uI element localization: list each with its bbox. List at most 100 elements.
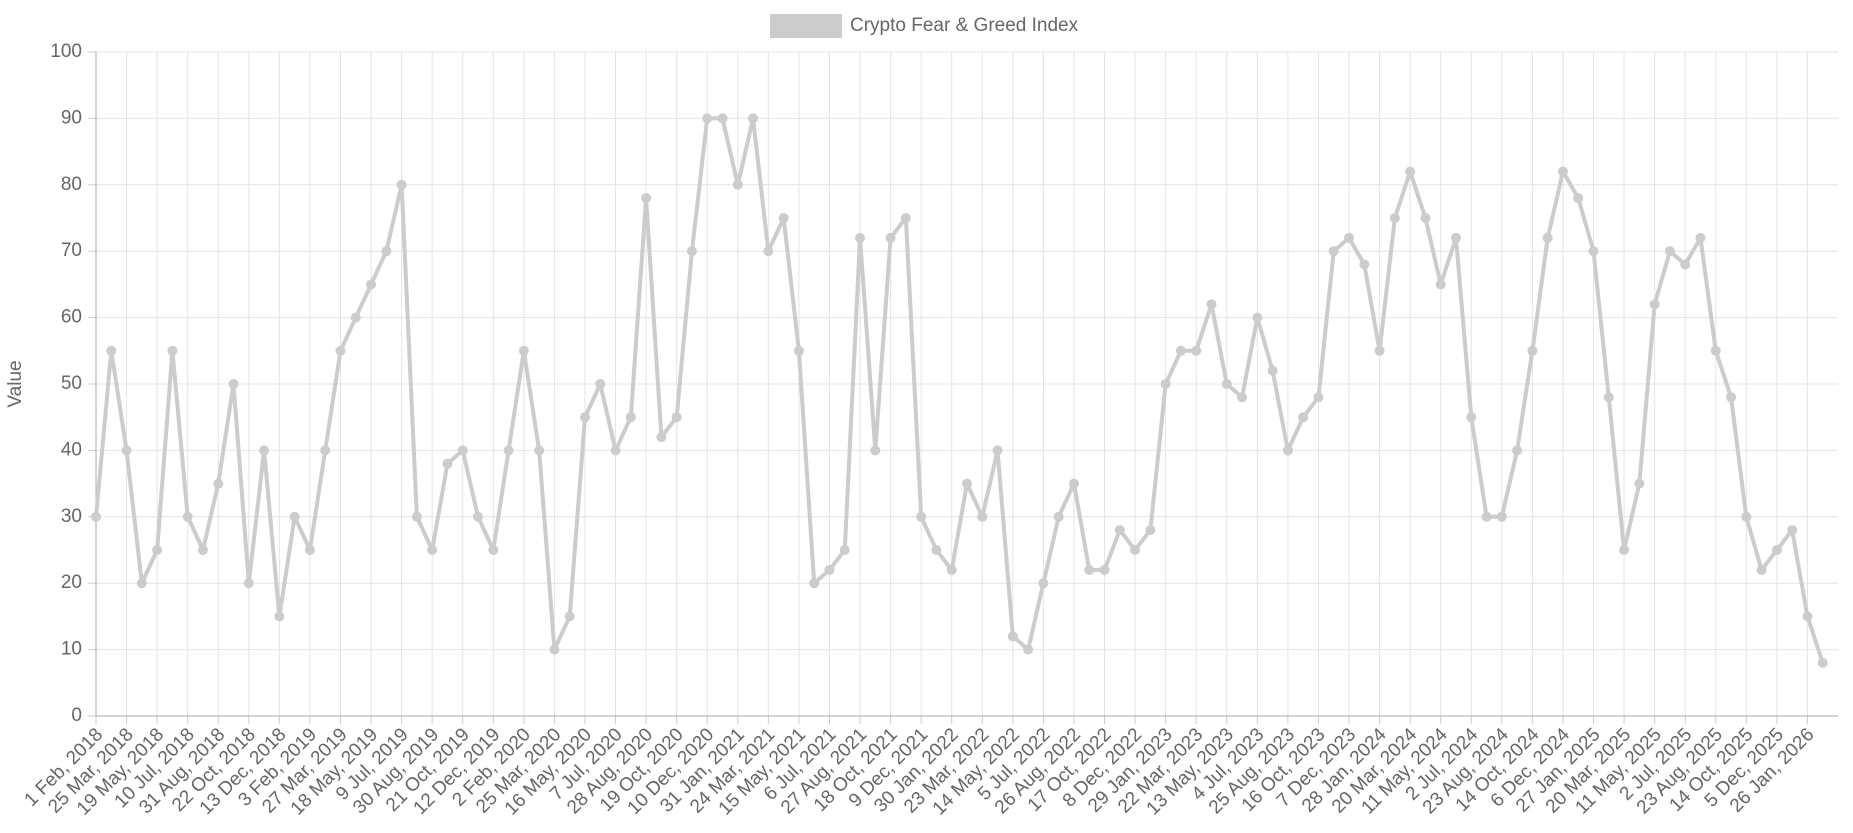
data-point <box>304 545 315 555</box>
data-point <box>1252 312 1263 323</box>
data-point <box>503 445 514 456</box>
data-point <box>870 445 881 456</box>
data-point <box>1068 478 1079 489</box>
data-point <box>1038 578 1049 589</box>
legend-swatch <box>770 14 842 38</box>
data-point <box>717 113 728 124</box>
data-point <box>1450 232 1461 243</box>
data-point <box>641 193 652 204</box>
data-point <box>1023 644 1034 655</box>
data-point <box>1603 392 1614 403</box>
data-point <box>228 379 239 389</box>
data-point <box>1374 345 1385 356</box>
data-point <box>335 345 346 356</box>
data-point <box>274 611 285 622</box>
data-point <box>1344 232 1355 243</box>
data-point <box>564 611 575 622</box>
data-point <box>1084 564 1095 575</box>
data-point <box>1741 511 1752 522</box>
data-point <box>1175 345 1186 356</box>
data-point <box>1313 392 1324 403</box>
data-point <box>1007 631 1018 642</box>
data-point <box>1221 379 1232 389</box>
data-point <box>946 564 957 575</box>
data-point <box>1680 259 1691 270</box>
data-point <box>1099 564 1110 575</box>
data-point <box>1695 232 1706 243</box>
data-point <box>656 432 667 443</box>
data-point <box>121 445 132 456</box>
data-point <box>1557 166 1568 177</box>
data-point <box>1512 445 1523 456</box>
data-point <box>167 345 178 356</box>
data-point <box>778 213 789 223</box>
data-point <box>1573 193 1584 204</box>
data-point <box>457 445 468 456</box>
y-tick-label: 70 <box>61 240 82 261</box>
y-tick-label: 60 <box>61 307 82 328</box>
data-point <box>549 644 560 655</box>
data-point <box>1664 246 1675 257</box>
data-point <box>1114 525 1125 536</box>
data-point <box>702 113 713 124</box>
data-point <box>579 412 590 423</box>
y-tick-label: 20 <box>61 572 82 593</box>
data-point <box>1160 379 1171 389</box>
data-point <box>992 445 1003 456</box>
data-point <box>686 246 697 257</box>
data-point <box>152 545 163 555</box>
data-point <box>396 179 407 190</box>
data-point <box>197 545 208 555</box>
y-tick-label: 100 <box>50 41 82 62</box>
data-point <box>671 412 682 423</box>
y-tick-label: 90 <box>61 107 82 128</box>
data-point <box>1420 213 1431 223</box>
data-point <box>763 246 774 257</box>
data-point <box>931 545 942 555</box>
data-point <box>381 246 392 257</box>
data-point <box>1634 478 1645 489</box>
data-point <box>1130 545 1141 555</box>
data-point <box>366 279 377 290</box>
data-point <box>1802 611 1813 622</box>
data-point <box>136 578 147 589</box>
data-point <box>91 511 101 522</box>
data-point <box>610 445 621 456</box>
data-point <box>1282 445 1293 456</box>
data-point <box>320 445 331 456</box>
y-tick-label: 80 <box>61 174 82 195</box>
data-point <box>427 545 438 555</box>
y-tick-label: 40 <box>61 439 82 460</box>
data-point <box>962 478 972 489</box>
data-point <box>977 511 988 522</box>
data-point <box>1405 166 1416 177</box>
data-point <box>1359 259 1370 270</box>
data-point <box>1206 299 1217 310</box>
data-point <box>1435 279 1446 290</box>
data-point <box>1787 525 1798 536</box>
y-tick-label: 0 <box>71 705 82 726</box>
data-point <box>1771 545 1782 555</box>
data-point <box>1726 392 1737 403</box>
data-point <box>625 412 636 423</box>
data-point <box>350 312 361 323</box>
data-point <box>1542 232 1553 243</box>
data-point <box>289 511 300 522</box>
y-tick-label: 50 <box>61 373 82 394</box>
y-tick-label: 10 <box>61 639 82 660</box>
data-point <box>488 545 499 555</box>
data-point <box>595 379 606 389</box>
data-point <box>442 458 453 469</box>
data-point <box>748 113 759 124</box>
data-point <box>1237 392 1248 403</box>
data-point <box>839 545 850 555</box>
data-point <box>1710 345 1721 356</box>
y-axis-label: Value <box>5 360 26 407</box>
data-point <box>518 345 529 356</box>
data-point <box>1496 511 1507 522</box>
data-point <box>1527 345 1538 356</box>
data-point <box>916 511 927 522</box>
data-point <box>534 445 545 456</box>
data-point <box>1619 545 1630 555</box>
